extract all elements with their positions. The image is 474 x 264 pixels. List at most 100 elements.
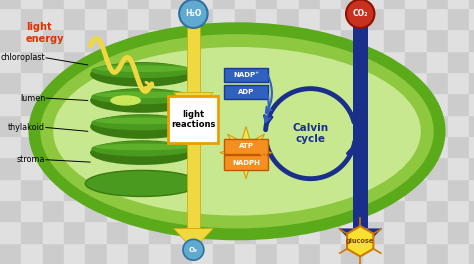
- Ellipse shape: [110, 95, 141, 106]
- Bar: [384, 29, 405, 51]
- Bar: [277, 136, 299, 157]
- Bar: [320, 51, 341, 72]
- Bar: [277, 29, 299, 51]
- Bar: [341, 8, 363, 29]
- Bar: [299, 136, 320, 157]
- Bar: [384, 115, 405, 136]
- Bar: [192, 179, 213, 200]
- Ellipse shape: [40, 34, 434, 228]
- Bar: [427, 51, 448, 72]
- Bar: [299, 0, 320, 8]
- Bar: [427, 115, 448, 136]
- Bar: [0, 29, 21, 51]
- Bar: [64, 0, 85, 8]
- Bar: [448, 51, 469, 72]
- Bar: [21, 29, 43, 51]
- Bar: [107, 136, 128, 157]
- Ellipse shape: [91, 115, 193, 130]
- Text: light
reactions: light reactions: [171, 110, 215, 129]
- Bar: [192, 29, 213, 51]
- Bar: [341, 72, 363, 93]
- Bar: [341, 200, 363, 221]
- Bar: [43, 243, 64, 264]
- Bar: [85, 221, 107, 243]
- Bar: [299, 200, 320, 221]
- Bar: [128, 157, 149, 179]
- Bar: [448, 200, 469, 221]
- Bar: [128, 0, 149, 8]
- Bar: [85, 51, 107, 72]
- Bar: [427, 243, 448, 264]
- Bar: [128, 29, 149, 51]
- Text: light
energy: light energy: [26, 22, 64, 44]
- Bar: [277, 115, 299, 136]
- Bar: [341, 221, 363, 243]
- Bar: [213, 93, 235, 115]
- Bar: [469, 243, 474, 264]
- Text: lumen: lumen: [20, 94, 45, 103]
- Bar: [85, 179, 107, 200]
- Bar: [405, 72, 427, 93]
- Bar: [43, 136, 64, 157]
- Bar: [43, 157, 64, 179]
- Bar: [213, 221, 235, 243]
- Bar: [171, 136, 192, 157]
- Bar: [128, 200, 149, 221]
- Bar: [43, 51, 64, 72]
- Bar: [469, 179, 474, 200]
- Bar: [235, 8, 256, 29]
- Bar: [363, 157, 384, 179]
- Bar: [363, 0, 384, 8]
- Bar: [448, 0, 469, 8]
- Bar: [192, 157, 213, 179]
- Bar: [256, 243, 277, 264]
- Bar: [427, 200, 448, 221]
- Bar: [341, 157, 363, 179]
- Bar: [85, 29, 107, 51]
- Bar: [405, 157, 427, 179]
- Bar: [256, 115, 277, 136]
- Bar: [320, 157, 341, 179]
- Bar: [320, 93, 341, 115]
- Bar: [192, 243, 213, 264]
- Bar: [235, 72, 256, 93]
- Bar: [171, 51, 192, 72]
- Bar: [427, 72, 448, 93]
- Bar: [235, 93, 256, 115]
- Bar: [21, 221, 43, 243]
- Bar: [21, 157, 43, 179]
- Bar: [363, 72, 384, 93]
- Bar: [149, 157, 171, 179]
- Ellipse shape: [90, 88, 194, 113]
- Bar: [171, 0, 192, 8]
- Bar: [320, 221, 341, 243]
- Bar: [192, 221, 213, 243]
- Bar: [21, 115, 43, 136]
- Bar: [277, 72, 299, 93]
- Circle shape: [346, 0, 374, 28]
- Bar: [469, 29, 474, 51]
- Bar: [43, 0, 64, 8]
- Bar: [235, 29, 256, 51]
- Bar: [320, 200, 341, 221]
- Bar: [405, 0, 427, 8]
- Bar: [64, 243, 85, 264]
- Bar: [256, 29, 277, 51]
- Bar: [405, 93, 427, 115]
- Bar: [85, 243, 107, 264]
- Bar: [85, 0, 107, 8]
- Bar: [256, 221, 277, 243]
- Bar: [469, 200, 474, 221]
- Bar: [187, 22, 200, 228]
- Bar: [363, 29, 384, 51]
- Ellipse shape: [95, 65, 190, 72]
- Bar: [21, 136, 43, 157]
- Ellipse shape: [90, 114, 194, 139]
- Bar: [43, 93, 64, 115]
- Bar: [64, 51, 85, 72]
- Bar: [405, 243, 427, 264]
- Bar: [213, 29, 235, 51]
- Bar: [213, 8, 235, 29]
- Bar: [213, 51, 235, 72]
- Bar: [235, 136, 256, 157]
